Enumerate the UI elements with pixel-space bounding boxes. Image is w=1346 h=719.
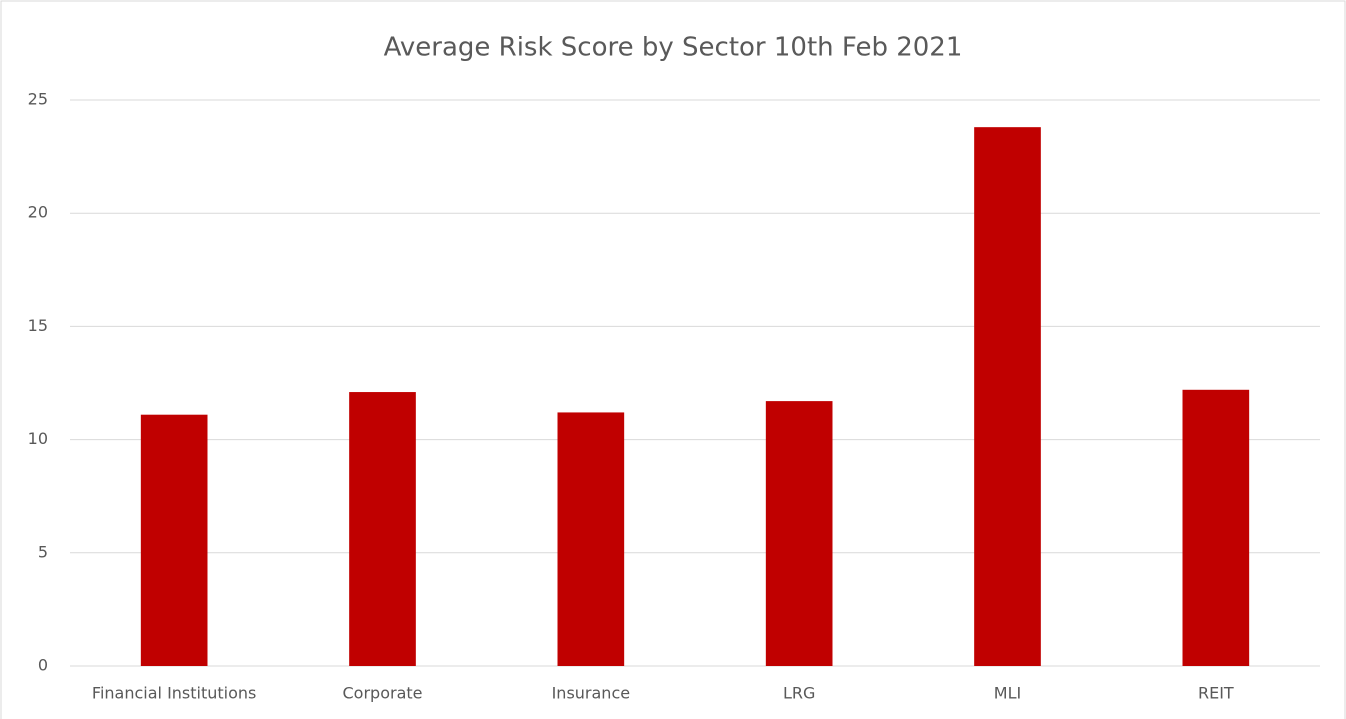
x-tick-label: Insurance [552, 684, 631, 703]
bar [974, 127, 1041, 667]
x-tick-label: MLI [994, 684, 1021, 703]
y-tick-label: 15 [28, 316, 48, 335]
x-tick-label: Financial Institutions [92, 684, 256, 703]
y-tick-label: 10 [28, 429, 48, 448]
y-tick-label: 25 [28, 90, 48, 109]
chart-title: Average Risk Score by Sector 10th Feb 20… [384, 33, 963, 63]
x-tick-label: REIT [1198, 684, 1234, 703]
bar [349, 392, 416, 666]
x-tick-label: LRG [783, 684, 815, 703]
bar [1182, 389, 1250, 666]
y-tick-label: 0 [38, 656, 48, 675]
bar [765, 401, 833, 666]
y-tick-label: 20 [28, 203, 48, 222]
x-tick-label: Corporate [343, 684, 423, 703]
bar [140, 414, 208, 666]
y-tick-label: 5 [38, 542, 48, 561]
bar [557, 412, 625, 666]
